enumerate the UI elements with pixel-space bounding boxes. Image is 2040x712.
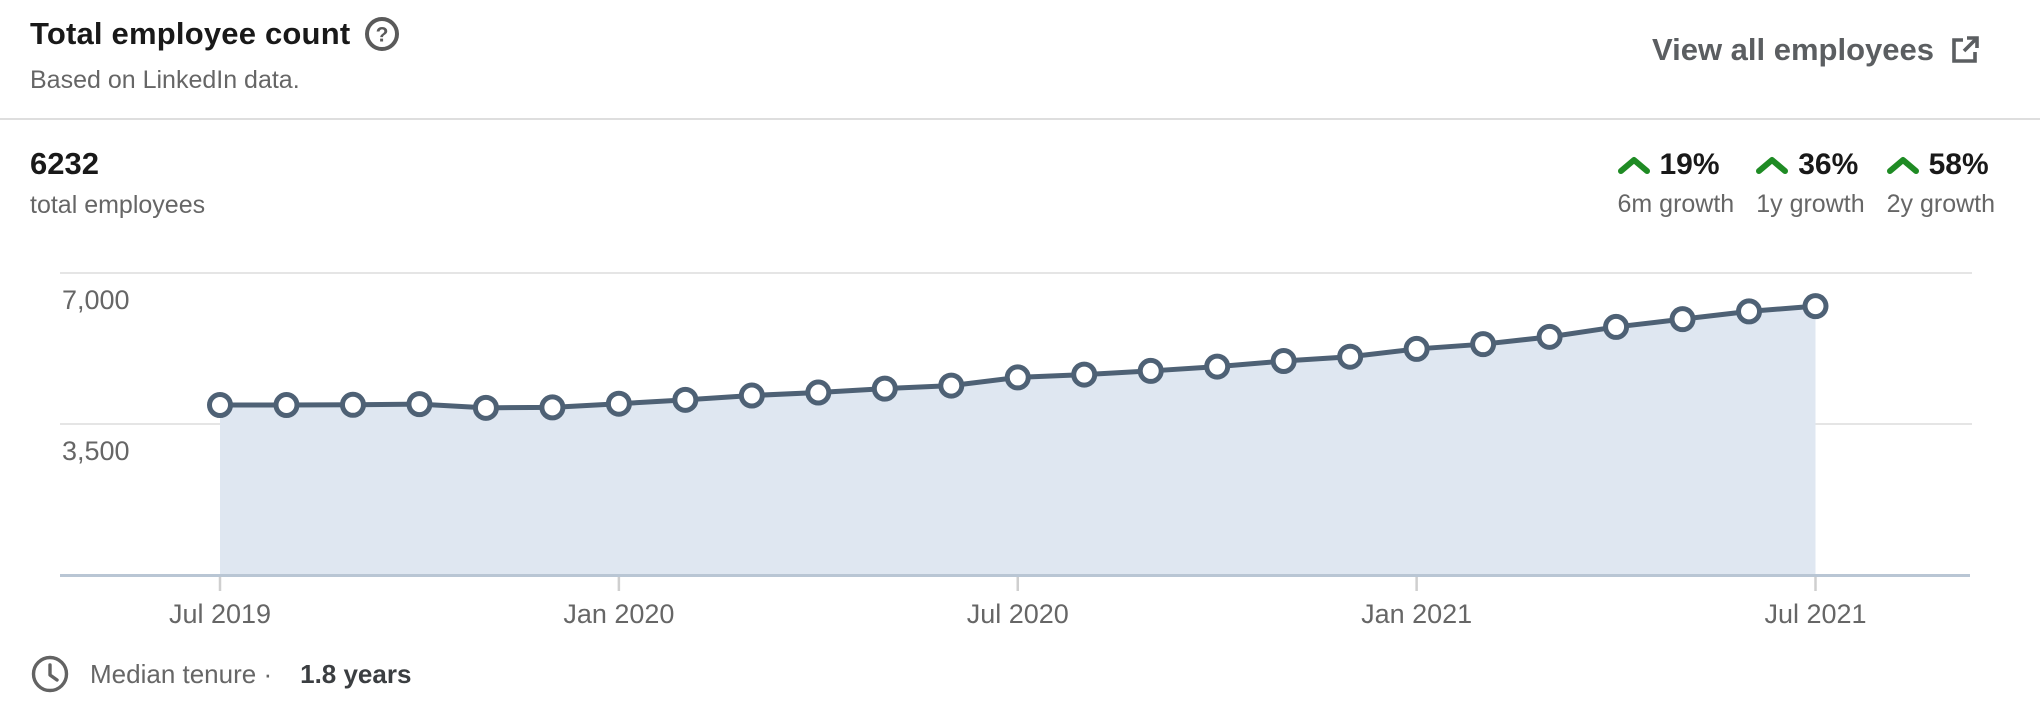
data-point[interactable] bbox=[273, 392, 300, 419]
x-axis-tick-label: Jan 2020 bbox=[563, 599, 674, 629]
data-point[interactable] bbox=[938, 372, 965, 399]
growth-label: 1y growth bbox=[1756, 190, 1865, 218]
growth-label: 2y growth bbox=[1886, 190, 1995, 218]
data-point[interactable] bbox=[1204, 353, 1231, 380]
data-point[interactable] bbox=[1536, 323, 1563, 350]
total-employees-value: 6232 bbox=[30, 146, 99, 181]
data-point[interactable] bbox=[1337, 343, 1364, 370]
growth-up-caret-icon bbox=[1756, 157, 1789, 174]
employee-count-chart[interactable]: 3,500 7,000 Jul 2019 Jan 2020 Jul 2020 Jan 20… bbox=[0, 0, 2040, 660]
y-axis-tick-label: 3,500 bbox=[62, 436, 130, 466]
data-point[interactable] bbox=[672, 386, 699, 413]
header-divider bbox=[0, 118, 2040, 120]
view-all-employees-link[interactable]: View all employees bbox=[1652, 32, 1980, 68]
growth-value: 58% bbox=[1928, 148, 1989, 181]
header: Total employee count ? bbox=[30, 16, 400, 52]
growth-value: 36% bbox=[1798, 148, 1859, 181]
data-point[interactable] bbox=[539, 394, 566, 421]
x-axis-tick-label: Jul 2020 bbox=[967, 599, 1069, 629]
data-point[interactable] bbox=[207, 392, 233, 419]
growth-stat-1y: 36% 1y growth bbox=[1756, 148, 1865, 219]
data-point[interactable] bbox=[1004, 364, 1031, 391]
clock-icon bbox=[31, 655, 69, 693]
external-link-icon bbox=[1952, 36, 1979, 63]
data-source-subtitle: Based on LinkedIn data. bbox=[30, 66, 300, 94]
median-tenure-label: Median tenure · bbox=[90, 658, 273, 689]
svg-text:?: ? bbox=[376, 24, 389, 47]
data-point[interactable] bbox=[1403, 335, 1430, 362]
median-tenure-row: Median tenure · 1.8 years bbox=[30, 654, 411, 694]
data-point[interactable] bbox=[472, 394, 499, 421]
data-point[interactable] bbox=[1137, 357, 1164, 384]
data-point[interactable] bbox=[406, 391, 433, 418]
data-point[interactable] bbox=[805, 379, 832, 406]
view-all-employees-label: View all employees bbox=[1651, 32, 1934, 67]
total-employees-stat: 6232 total employees bbox=[30, 146, 205, 220]
data-point[interactable] bbox=[1736, 298, 1763, 325]
growth-up-caret-icon bbox=[1617, 157, 1650, 174]
x-axis-tick-label: Jul 2021 bbox=[1764, 599, 1866, 629]
growth-stats: 19% 6m growth 36% 1y growth 58% 2y growt… bbox=[1617, 148, 1995, 219]
data-point[interactable] bbox=[1270, 348, 1297, 375]
total-employees-label: total employees bbox=[30, 191, 206, 219]
area-fill bbox=[220, 306, 1816, 574]
data-point[interactable] bbox=[871, 375, 898, 402]
x-axis-tick-label: Jan 2021 bbox=[1361, 599, 1472, 629]
growth-stat-2y: 58% 2y growth bbox=[1886, 148, 1995, 219]
data-point[interactable] bbox=[1071, 361, 1098, 388]
data-point[interactable] bbox=[1669, 306, 1696, 333]
data-point[interactable] bbox=[1603, 313, 1630, 340]
y-axis-tick-label: 7,000 bbox=[62, 285, 130, 315]
growth-stat-6m: 19% 6m growth bbox=[1617, 148, 1735, 219]
growth-up-caret-icon bbox=[1886, 157, 1919, 174]
growth-label: 6m growth bbox=[1617, 190, 1735, 218]
x-axis-tick-label: Jul 2019 bbox=[169, 599, 271, 629]
help-icon[interactable]: ? bbox=[364, 16, 400, 52]
data-point[interactable] bbox=[339, 391, 366, 418]
data-point[interactable] bbox=[1802, 293, 1829, 320]
data-point[interactable] bbox=[738, 382, 765, 409]
data-point[interactable] bbox=[1470, 331, 1497, 358]
page-title: Total employee count bbox=[30, 16, 351, 51]
data-point[interactable] bbox=[605, 390, 632, 417]
median-tenure-value: 1.8 years bbox=[300, 658, 412, 689]
growth-value: 19% bbox=[1659, 148, 1720, 181]
